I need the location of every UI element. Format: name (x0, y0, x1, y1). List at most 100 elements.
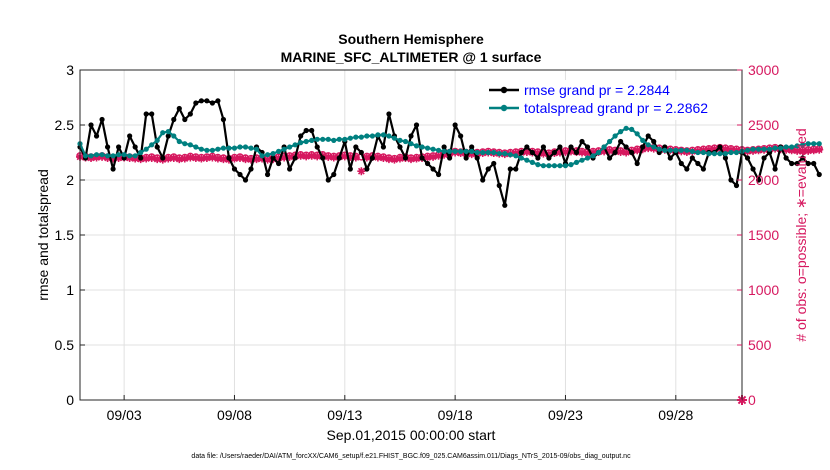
chart-title-line-1: Southern Hemisphere (338, 31, 484, 47)
rmse-point (783, 155, 789, 161)
spread-point (375, 132, 381, 138)
obs-evaluated-point (429, 152, 438, 161)
spread-point (447, 148, 453, 154)
obs-evaluated-point (379, 154, 388, 162)
rmse-point (231, 166, 238, 172)
obs-evaluated-point (407, 155, 415, 164)
spread-point (430, 146, 436, 152)
legend: rmse grand pr = 2.2844 totalspread grand… (483, 80, 739, 120)
obs-evaluated-point (600, 147, 609, 156)
spread-point (673, 147, 679, 153)
spread-point (480, 149, 486, 156)
spread-point (678, 147, 684, 153)
spread-point (364, 133, 370, 139)
spread-point (215, 146, 221, 152)
spread-point (309, 137, 315, 143)
y-tick-label-left: 0.5 (55, 337, 75, 353)
spread-point (154, 137, 160, 143)
spread-point (689, 148, 695, 154)
y-axis-label-left: rmse and totalspread (35, 169, 51, 301)
rmse-point (491, 160, 497, 167)
obs-evaluated-point (351, 153, 360, 162)
obs-evaluated-point (395, 154, 404, 163)
y-tick-label-right: 1500 (748, 227, 779, 243)
spread-point (386, 133, 392, 139)
y-tick-label-right: 2500 (748, 117, 779, 133)
spread-point (281, 146, 287, 152)
obs-evaluated-point (544, 150, 553, 159)
rmse-point (364, 166, 370, 172)
rmse-point (336, 155, 342, 161)
spread-point (458, 148, 464, 154)
rmse-point (309, 127, 315, 134)
rmse-point (220, 116, 227, 123)
rmse-point (242, 177, 249, 183)
spread-point (535, 162, 541, 168)
spread-point (226, 145, 232, 151)
spread-point (507, 152, 513, 158)
spread-point (811, 141, 817, 147)
spread-point (160, 130, 166, 136)
spread-point (347, 135, 353, 141)
y-tick-label-left: 2.5 (55, 117, 75, 133)
rmse-point (469, 144, 475, 150)
rmse-point (728, 177, 734, 183)
obs-evaluated-point (522, 147, 531, 156)
spread-point (204, 147, 210, 153)
rmse-point (320, 155, 326, 161)
rmse-point (182, 116, 188, 123)
spread-point (298, 140, 304, 146)
spread-point (684, 147, 690, 153)
spread-point (733, 149, 740, 156)
spread-point (138, 149, 144, 156)
spread-point (645, 142, 651, 148)
obs-evaluated-point (798, 147, 807, 156)
rmse-point (811, 160, 817, 167)
rmse-point (402, 155, 409, 161)
spread-point (778, 145, 784, 151)
spread-point (93, 152, 100, 158)
rmse-point (99, 116, 105, 123)
spread-point (353, 134, 359, 140)
rmse-point (413, 122, 420, 128)
obs-evaluated-point (114, 154, 123, 162)
rmse-point (645, 133, 651, 139)
obs-evaluated-point (340, 152, 349, 161)
spread-point (380, 132, 387, 138)
rmse-point (419, 155, 425, 161)
obs-evaluated-point (169, 154, 178, 162)
series-spread (77, 125, 822, 169)
spread-point (220, 145, 227, 151)
spread-point (209, 147, 215, 153)
spread-point (728, 149, 734, 156)
obs-evaluated-point (440, 150, 449, 159)
rmse-point (722, 155, 729, 161)
y-tick-label-right: 500 (748, 337, 772, 353)
spread-point (402, 138, 409, 145)
spread-point (171, 133, 177, 139)
obs-evaluated-point (578, 148, 587, 157)
spread-point (629, 126, 635, 132)
rmse-point (353, 144, 359, 150)
spread-point (755, 146, 762, 152)
rmse-point (369, 155, 375, 161)
obs-evaluated-point (307, 151, 316, 160)
obs-evaluated-point (710, 145, 719, 154)
spread-point (573, 159, 580, 165)
x-axis-label: Sep.01,2015 00:00:00 start (327, 427, 496, 443)
rmse-point (165, 133, 171, 139)
obs-evaluated-point (362, 153, 371, 162)
spread-point (662, 147, 668, 153)
ticks: 0 0.5 1 1.5 2 2.5 3 0 500 1000 1500 2000 2500 3000 09/… (55, 62, 780, 423)
spread-point (463, 148, 469, 154)
spread-point (562, 163, 569, 169)
rmse-point (529, 149, 535, 156)
rmse-point (761, 155, 767, 161)
spread-point (165, 129, 171, 135)
rmse-point (397, 144, 403, 150)
spread-point (391, 135, 398, 141)
obs-evaluated-point (726, 145, 735, 154)
spread-point (121, 152, 127, 158)
spread-point (491, 149, 497, 156)
